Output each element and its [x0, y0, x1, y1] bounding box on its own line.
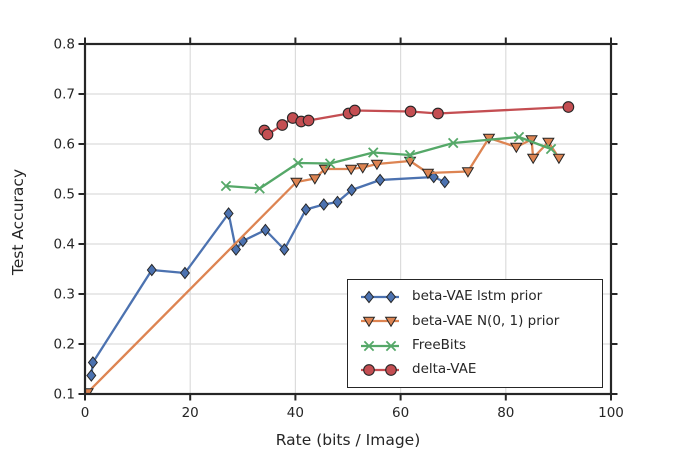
tick-labels: 0 20 40 60 80 100 0.1 0.2 0.3 0.4 0.5 0.6 0.7 0.8 — [54, 37, 624, 422]
marker-diamond — [300, 203, 311, 216]
marker-diamond — [87, 356, 98, 369]
marker-x — [385, 340, 397, 351]
x-tick-label: 60 — [392, 405, 409, 421]
ticks — [78, 37, 618, 401]
x-axis-label: Rate (bits / Image) — [275, 431, 421, 449]
x-tick-label: 100 — [598, 405, 624, 421]
series-line — [90, 175, 446, 376]
marker-triangle-down — [461, 167, 475, 178]
series-layer — [85, 101, 575, 394]
series-freebits — [220, 131, 557, 194]
legend-label: delta-VAE — [412, 361, 477, 378]
legend-marker-sample — [361, 364, 399, 376]
marker-triangle-down — [356, 163, 370, 174]
marker-diamond — [375, 173, 386, 187]
marker-circle — [363, 364, 375, 376]
x-tick-label: 40 — [287, 405, 304, 421]
legend-item: delta-VAE — [358, 362, 592, 378]
legend-item: beta-VAE lstm prior — [358, 289, 592, 305]
marker-triangle-down — [308, 174, 322, 185]
marker-diamond — [428, 170, 439, 184]
marker-diamond — [279, 243, 290, 256]
y-tick-label: 0.5 — [54, 187, 75, 203]
marker-x — [513, 131, 525, 143]
marker-x — [363, 340, 375, 351]
y-axis-label: Test Accuracy — [9, 168, 27, 276]
legend-label: FreeBits — [412, 336, 466, 353]
marker-circle — [562, 101, 575, 113]
y-tick-label: 0.1 — [54, 387, 75, 403]
y-tick-label: 0.4 — [54, 237, 75, 253]
y-tick-label: 0.7 — [54, 87, 75, 103]
legend-item: FreeBits — [358, 338, 592, 354]
marker-triangle-down — [542, 137, 555, 149]
marker-diamond — [223, 207, 234, 220]
marker-diamond — [346, 183, 357, 197]
marker-circle — [385, 364, 397, 376]
marker-triangle-down — [318, 164, 332, 176]
marker-diamond — [146, 263, 157, 277]
marker-x — [324, 158, 336, 169]
marker-x — [368, 147, 379, 158]
marker-triangle-down — [403, 156, 417, 168]
marker-circle — [276, 119, 289, 131]
y-tick-label: 0.8 — [54, 37, 75, 53]
marker-circle — [348, 104, 361, 117]
x-tick-label: 20 — [182, 405, 199, 421]
marker-circle — [302, 114, 315, 127]
marker-triangle-down — [526, 153, 540, 165]
marker-triangle-down — [421, 168, 435, 180]
x-tick-label: 80 — [497, 405, 514, 421]
marker-diamond — [179, 266, 190, 280]
marker-diamond — [260, 223, 271, 237]
marker-x — [220, 180, 232, 192]
marker-triangle-down — [384, 317, 398, 328]
marker-x — [404, 149, 416, 161]
legend-marker-sample — [361, 340, 399, 351]
marker-x — [545, 143, 557, 155]
marker-circle — [404, 105, 417, 118]
marker-diamond — [439, 175, 450, 189]
legend-label: beta-VAE lstm prior — [412, 288, 543, 305]
marker-triangle-down — [290, 177, 303, 189]
marker-triangle-down — [552, 153, 566, 165]
series-beta-vae-n-0-1-prior — [85, 133, 566, 394]
marker-diamond — [363, 290, 375, 304]
axes-spines — [83, 42, 613, 396]
legend-marker-sample — [361, 317, 399, 328]
marker-x — [254, 183, 265, 194]
series-line — [86, 136, 560, 394]
y-tick-label: 0.6 — [54, 137, 75, 153]
marker-triangle-down — [370, 159, 384, 171]
marker-circle — [261, 128, 274, 141]
marker-diamond — [318, 198, 329, 211]
series-delta-vae — [258, 101, 575, 141]
marker-x — [292, 157, 304, 169]
x-tick-label: 0 — [81, 405, 90, 421]
marker-x — [447, 137, 459, 149]
series-beta-vae-lstm-prior — [86, 170, 450, 382]
y-tick-label: 0.2 — [54, 337, 75, 353]
marker-diamond — [86, 369, 97, 382]
y-tick-label: 0.3 — [54, 287, 75, 303]
marker-triangle-down — [344, 164, 358, 176]
legend: beta-VAE lstm prior beta-VAE N(0, 1) prio… — [347, 279, 603, 388]
marker-diamond — [332, 195, 343, 209]
legend-marker-sample — [361, 290, 399, 304]
legend-label: beta-VAE N(0, 1) prior — [412, 312, 560, 329]
legend-item: beta-VAE N(0, 1) prior — [358, 313, 592, 329]
marker-diamond — [230, 243, 241, 256]
marker-triangle-down — [510, 142, 523, 154]
marker-diamond — [385, 290, 397, 304]
marker-circle — [432, 107, 444, 120]
marker-triangle-down — [362, 317, 376, 328]
